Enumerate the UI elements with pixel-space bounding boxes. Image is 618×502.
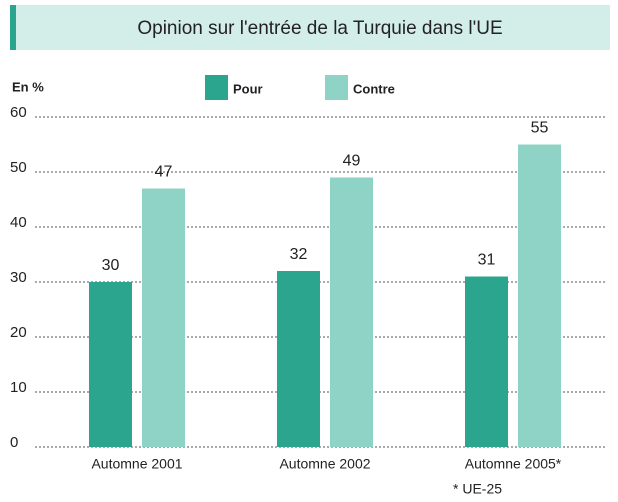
- bar: [518, 144, 561, 447]
- value-label: 30: [102, 257, 120, 274]
- chart-title: Opinion sur l'entrée de la Turquie dans …: [137, 18, 502, 39]
- legend-label: Pour: [233, 81, 263, 96]
- y-tick-label: 40: [10, 214, 27, 231]
- y-axis-label: En %: [12, 79, 44, 94]
- value-label: 55: [531, 120, 549, 137]
- y-tick-label: 10: [10, 379, 27, 396]
- y-tick-label: 50: [10, 159, 27, 176]
- x-tick-label: Automne 2005*: [465, 456, 562, 472]
- title-accent: [10, 5, 16, 50]
- footnote: * UE-25: [453, 481, 502, 497]
- title-band: [10, 5, 610, 50]
- y-tick-label: 0: [10, 434, 18, 451]
- legend-swatch: [205, 75, 228, 100]
- legend-swatch: [325, 75, 348, 100]
- x-tick-label: Automne 2001: [91, 456, 182, 472]
- bar: [277, 271, 320, 447]
- y-tick-label: 60: [10, 104, 27, 121]
- bar: [89, 282, 132, 447]
- value-label: 49: [343, 153, 361, 170]
- bar: [465, 276, 508, 447]
- x-tick-label: Automne 2002: [279, 456, 370, 472]
- legend-label: Contre: [353, 81, 395, 96]
- value-label: 31: [478, 252, 496, 269]
- y-tick-label: 20: [10, 324, 27, 341]
- y-tick-label: 30: [10, 269, 27, 286]
- value-label: 32: [290, 246, 308, 263]
- bar: [142, 188, 185, 447]
- value-label: 47: [155, 164, 173, 181]
- bar: [330, 177, 373, 447]
